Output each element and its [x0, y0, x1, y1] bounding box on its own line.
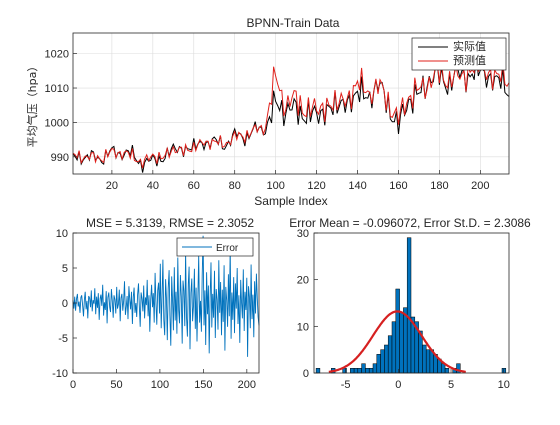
train-axes: BPNN-Train Data 20 40 60 80 100 120 140 160 180 2… [25, 16, 510, 208]
error-ticks: 0 50 100 150 200 -10 -5 0 5 10 [52, 228, 256, 391]
histogram-xtick-label: -5 [341, 379, 351, 391]
histogram-ytick-label: 30 [297, 228, 309, 240]
train-xtick-label: 40 [147, 180, 159, 192]
legend-label-error: Error [216, 243, 239, 254]
histogram-bar [315, 368, 321, 374]
histogram-bar [384, 344, 389, 374]
error-ytick-label: -10 [52, 368, 68, 380]
train-ytick-label: 990 [51, 152, 69, 164]
histogram-bars [315, 237, 507, 374]
error-ytick-label: -5 [58, 333, 68, 345]
error-xtick-label: 200 [238, 379, 256, 391]
train-xtick-label: 160 [389, 180, 407, 192]
error-xtick-label: 100 [151, 379, 169, 391]
train-ytick-label: 1000 [45, 117, 69, 129]
train-title: BPNN-Train Data [247, 16, 340, 30]
histogram-normal-fit [328, 310, 466, 373]
error-axes: MSE = 5.3139, RMSE = 2.3052 0 50 100 150 200… [52, 216, 260, 391]
histogram-bar [380, 349, 385, 374]
error-series-line [72, 235, 260, 357]
histogram-bar [350, 368, 355, 374]
error-xtick-label: 150 [194, 379, 212, 391]
train-xtick-label: 200 [471, 180, 489, 192]
histogram-ytick-label: 20 [297, 275, 309, 287]
error-xtick-label: 0 [70, 379, 76, 391]
histogram-bar [387, 335, 393, 374]
train-ytick-label: 1010 [45, 83, 69, 95]
error-ytick-label: 10 [56, 228, 68, 240]
histogram-bar [395, 288, 400, 374]
histogram-bar [391, 321, 397, 374]
histogram-bar [357, 368, 362, 374]
train-xtick-label: 180 [430, 180, 448, 192]
histogram-bar [422, 344, 427, 374]
train-xlabel: Sample Index [254, 194, 327, 208]
train-xtick-label: 120 [307, 180, 325, 192]
histogram-fit-curve [328, 310, 466, 373]
histogram-xtick-label: 5 [448, 379, 454, 391]
histogram-ytick-label: 0 [303, 368, 309, 380]
legend-label-predicted: 预测值 [453, 54, 486, 67]
histogram-bar [425, 349, 431, 374]
train-ytick-label: 1020 [45, 49, 69, 61]
error-title: MSE = 5.3139, RMSE = 2.3052 [86, 216, 254, 230]
train-axes-box [72, 32, 510, 175]
histogram-xtick-label: 0 [395, 379, 401, 391]
histogram-bar [372, 363, 378, 374]
train-xtick-label: 60 [188, 180, 200, 192]
train-xtick-label: 20 [106, 180, 118, 192]
histogram-bar [406, 237, 412, 374]
legend-label-actual: 实际值 [453, 39, 486, 53]
train-ticks: 20 40 60 80 100 120 140 160 180 200 990 1000 1010 102… [45, 49, 490, 192]
train-xtick-label: 80 [229, 180, 241, 192]
histogram-bar [403, 307, 408, 374]
histogram-axes: Error Mean = -0.096072, Error St.D. = 2.… [289, 216, 531, 391]
histogram-bar [399, 312, 404, 374]
train-xtick-label: 140 [348, 180, 366, 192]
histogram-ytick-label: 10 [297, 321, 309, 333]
error-xtick-label: 50 [110, 379, 122, 391]
histogram-bar [376, 354, 381, 374]
histogram-bar [361, 363, 366, 374]
histogram-bar [368, 368, 374, 374]
histogram-bar [444, 368, 450, 374]
histogram-bar [441, 363, 446, 374]
histogram-title: Error Mean = -0.096072, Error St.D. = 2.… [289, 216, 531, 230]
error-ytick-label: 0 [62, 298, 68, 310]
histogram-bar [365, 368, 370, 374]
train-ylabel: 平均气压（hpa） [25, 61, 39, 148]
error-legend: Error [176, 237, 254, 257]
train-xtick-label: 100 [266, 180, 284, 192]
histogram-xtick-label: 10 [498, 379, 510, 391]
histogram-bar [353, 368, 359, 374]
error-ytick-label: 5 [62, 263, 68, 275]
error-legend-box [176, 237, 254, 257]
train-legend: 实际值 预测值 [411, 37, 507, 71]
train-legend-box [411, 37, 507, 71]
error-series-line-path [72, 235, 260, 357]
histogram-ticks: -5 0 5 10 0 10 20 30 [297, 228, 510, 391]
histogram-axes-box [313, 232, 510, 374]
